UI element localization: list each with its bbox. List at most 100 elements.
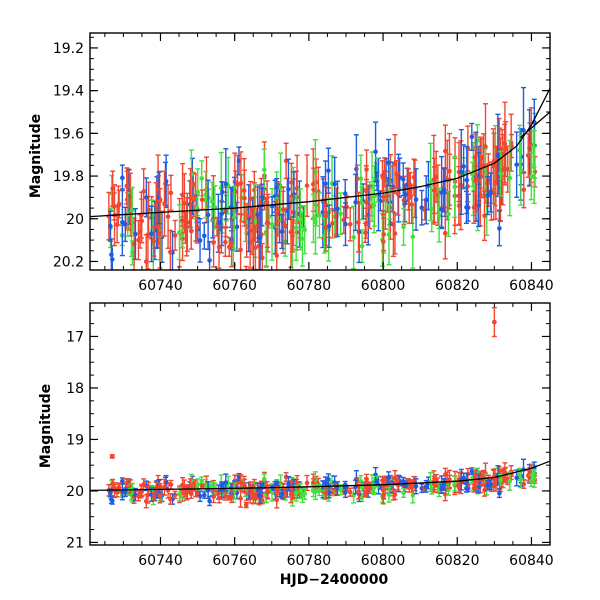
point-marker: [108, 490, 113, 496]
point-marker: [476, 203, 481, 208]
point-marker: [323, 225, 329, 230]
point-marker: [459, 169, 464, 175]
data-point: [347, 207, 353, 242]
data-point: [353, 173, 359, 232]
point-marker: [514, 475, 519, 481]
data-point: [219, 481, 225, 488]
data-point: [525, 469, 531, 482]
point-marker: [177, 491, 182, 497]
point-marker: [452, 184, 458, 190]
point-marker: [220, 482, 225, 487]
data-point: [143, 494, 149, 509]
data-point: [238, 474, 244, 491]
point-marker: [231, 488, 237, 493]
point-marker: [194, 224, 200, 230]
point-marker: [386, 232, 392, 237]
data-point: [409, 184, 415, 225]
point-marker: [423, 197, 429, 203]
point-marker: [253, 495, 258, 501]
point-marker: [293, 490, 299, 496]
data-point: [469, 161, 475, 188]
data-point: [255, 482, 261, 498]
data-point: [219, 181, 225, 203]
point-marker: [436, 213, 442, 218]
x-tick-label: 60760: [212, 278, 257, 294]
data-point: [205, 179, 211, 251]
point-marker: [441, 481, 447, 487]
data-point: [362, 491, 368, 498]
point-marker: [248, 196, 253, 202]
point-marker: [401, 224, 406, 230]
point-marker: [298, 216, 303, 222]
point-marker: [395, 482, 401, 488]
data-point: [188, 478, 194, 494]
data-point: [458, 128, 464, 215]
data-point: [347, 487, 353, 497]
data-point: [250, 206, 256, 270]
point-marker: [201, 233, 207, 239]
point-marker: [219, 211, 225, 216]
data-point: [242, 478, 248, 494]
point-marker: [199, 197, 205, 203]
data-point: [109, 244, 115, 270]
data-point: [184, 196, 190, 257]
point-marker: [470, 172, 475, 177]
data-point: [294, 154, 300, 223]
point-marker: [144, 195, 149, 200]
data-point: [325, 473, 331, 486]
data-point: [401, 207, 407, 246]
point-marker: [141, 482, 146, 487]
data-point: [168, 174, 174, 212]
data-point: [323, 486, 329, 500]
data-point: [485, 176, 491, 216]
point-marker: [282, 223, 288, 229]
y-tick-label: 19.8: [53, 169, 84, 185]
point-marker: [497, 226, 502, 231]
point-marker: [109, 190, 115, 196]
data-point: [108, 495, 114, 505]
data-point: [161, 170, 167, 237]
point-marker: [326, 168, 331, 173]
point-marker: [488, 190, 493, 195]
data-point: [216, 491, 222, 504]
data-point: [342, 202, 348, 247]
point-marker: [472, 473, 478, 479]
data-point: [115, 185, 121, 226]
point-marker: [216, 495, 222, 501]
data-point: [135, 490, 141, 502]
point-marker: [216, 244, 222, 250]
data-point: [243, 501, 249, 509]
data-point: [479, 138, 485, 179]
point-marker: [226, 244, 232, 250]
point-marker: [259, 498, 265, 503]
data-point: [419, 483, 425, 494]
point-marker: [274, 184, 280, 190]
point-marker: [428, 179, 433, 185]
data-point: [255, 186, 261, 243]
point-marker: [447, 477, 452, 482]
point-marker: [168, 496, 173, 502]
point-marker: [442, 230, 448, 236]
point-marker: [259, 195, 265, 200]
point-marker: [211, 494, 216, 499]
data-point: [229, 490, 235, 504]
point-marker: [347, 221, 353, 227]
data-point: [194, 210, 200, 244]
point-marker: [162, 485, 167, 490]
point-marker: [242, 195, 247, 201]
point-marker: [326, 490, 332, 496]
data-point: [374, 171, 380, 192]
point-marker: [274, 487, 280, 492]
point-marker: [157, 231, 163, 237]
data-point: [231, 185, 237, 250]
data-point: [472, 469, 478, 483]
point-marker: [395, 191, 401, 197]
point-marker: [353, 200, 358, 205]
point-marker: [116, 485, 121, 491]
plot-frame: [89, 32, 551, 271]
model-curve: [90, 88, 550, 218]
point-marker: [311, 488, 316, 494]
data-point: [395, 172, 401, 216]
data-point: [177, 204, 183, 261]
point-marker: [172, 492, 178, 498]
